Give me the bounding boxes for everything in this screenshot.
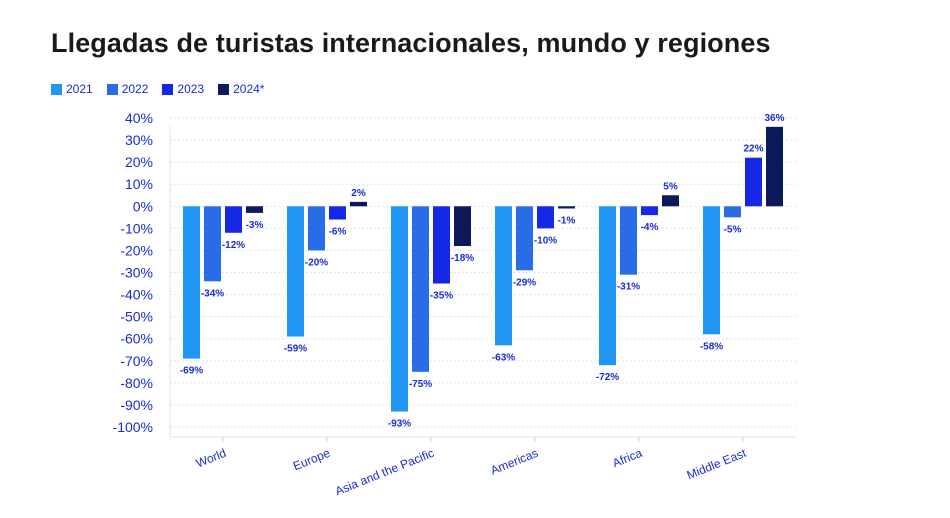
data-label: -6% [329,227,347,238]
y-tick-label: 40% [125,110,153,126]
data-label: -72% [596,372,619,383]
legend-label-2021: 2021 [66,82,93,96]
data-label: 2% [351,188,366,199]
bar-2022-middle-east [724,206,741,218]
x-tick-label: Asia and the Pacific [333,446,436,498]
data-label: -18% [451,253,474,264]
data-label: -93% [388,419,411,430]
y-tick-label: -20% [120,242,153,258]
bar-2021-world [183,206,200,359]
bar-2024-middle-east [766,126,783,207]
chart-title: Llegadas de turistas internacionales, mu… [51,28,771,58]
y-tick-label: -40% [120,287,153,303]
legend-label-2022: 2022 [121,82,149,96]
y-tick-label: -100% [113,419,153,435]
bar-2021-europe [287,206,304,337]
bar-2023-asia-and-the-pacific [433,206,450,284]
y-tick-label: -80% [120,375,153,391]
legend-swatch-2024 [218,83,230,95]
bar-2022-americas [516,206,533,271]
x-tick-label: Europe [291,446,332,474]
legend-label-2023: 2023 [177,82,205,96]
data-label: -12% [222,240,245,251]
data-label: -59% [284,344,307,355]
data-label: -58% [700,341,723,352]
y-tick-label: -50% [120,309,153,325]
data-label: -63% [492,352,515,363]
x-tick-label: Americas [489,446,541,478]
legend-item-2021: 2021 [51,82,93,96]
bar-2024-americas [558,206,575,209]
y-tick-label: 10% [125,176,153,192]
y-tick-label: -10% [120,220,153,236]
bar-2023-africa [641,206,658,216]
data-label: -75% [409,379,432,390]
bar-2022-africa [620,206,637,275]
bar-2024-europe [350,201,367,207]
legend-item-2022: 2022 [106,82,149,96]
y-tick-label: 20% [125,154,153,170]
bar-2023-middle-east [745,157,762,207]
x-tick-label: World [194,446,228,471]
bar-2024-world [246,206,263,213]
y-tick-label: -90% [120,397,153,413]
bar-2023-americas [537,206,554,229]
legend-swatch-2023 [162,83,174,95]
data-label: -35% [430,291,453,302]
data-label: -5% [724,224,742,235]
bar-2024-africa [662,195,679,207]
bar-2021-americas [495,206,512,346]
x-tick-label: Africa [610,446,644,471]
y-tick-label: 30% [125,132,153,148]
data-label: -29% [513,277,536,288]
y-tick-label: -70% [120,353,153,369]
data-label: -4% [641,222,659,233]
legend-item-2023: 2023 [162,82,204,96]
data-label: -69% [180,366,203,377]
bar-2021-africa [599,206,616,366]
y-tick-label: 0% [133,198,153,214]
legend-item-2024: 2024* [218,82,264,96]
legend-swatch-2021 [51,83,62,95]
data-label: 22% [743,144,763,155]
data-label: 5% [663,181,678,192]
bar-2022-world [204,206,221,282]
data-label: 36% [764,113,784,124]
bar-2023-world [225,206,242,233]
x-tick-label: Middle East [685,446,749,483]
legend-swatch-2022 [106,83,118,95]
y-tick-label: -60% [120,331,153,347]
data-label: -31% [617,282,640,293]
bar-2022-asia-and-the-pacific [412,206,429,372]
legend: 2021 2022 2023 2024* [51,82,264,96]
bar-2021-asia-and-the-pacific [391,206,408,412]
bar-2022-europe [308,206,325,251]
data-label: -10% [534,235,557,246]
y-tick-label: -30% [120,265,153,281]
bar-2021-middle-east [703,206,720,335]
bar-2023-europe [329,206,346,220]
data-label: -34% [201,288,224,299]
data-label: -1% [558,215,576,226]
data-label: -3% [246,220,264,231]
bar-2024-asia-and-the-pacific [454,206,471,247]
data-label: -20% [305,257,328,268]
legend-label-2024: 2024* [233,82,265,96]
